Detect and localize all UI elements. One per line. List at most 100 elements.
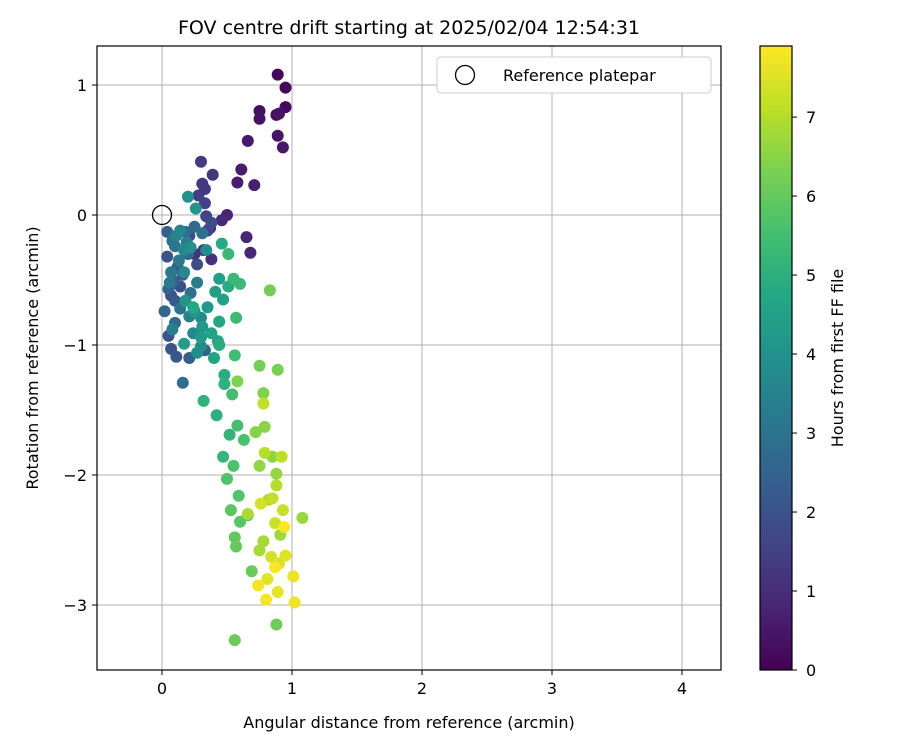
data-point [258, 420, 271, 433]
data-point [230, 311, 243, 324]
data-point [198, 197, 211, 210]
data-point [276, 504, 289, 517]
data-point [240, 231, 253, 244]
colorbar-tick-label: 2 [806, 503, 816, 522]
chart-title: FOV centre drift starting at 2025/02/04 … [178, 17, 640, 39]
colorbar-ticks: 0 1 2 3 4 5 6 7 [792, 108, 816, 680]
x-tick-label: 2 [417, 679, 427, 698]
data-point [223, 428, 236, 441]
data-point [226, 388, 239, 401]
data-point [195, 331, 207, 344]
data-point [257, 387, 270, 400]
data-point [270, 479, 283, 492]
data-point [213, 315, 226, 328]
data-point [191, 276, 204, 289]
y-tick-label: −1 [63, 336, 87, 355]
data-point [228, 634, 241, 647]
y-tick-label: −2 [63, 466, 87, 485]
data-point [172, 254, 185, 267]
data-point [222, 248, 235, 260]
data-point [260, 593, 272, 606]
data-point [241, 134, 254, 147]
data-point [231, 176, 244, 189]
data-point [221, 472, 233, 485]
legend: Reference platepar [436, 56, 712, 94]
data-point [208, 352, 220, 364]
colorbar-tick-label: 4 [806, 345, 816, 364]
data-point [232, 489, 245, 502]
x-axis-label: Angular distance from reference (arcmin) [243, 713, 574, 732]
colorbar-tick-label: 6 [806, 187, 816, 206]
data-point [170, 350, 183, 363]
data-point [213, 272, 226, 285]
data-point [166, 323, 179, 336]
data-point [228, 349, 241, 362]
data-point [178, 337, 191, 350]
colorbar-tick-label: 7 [806, 108, 816, 127]
data-point [213, 339, 226, 351]
data-point [231, 419, 244, 432]
data-point [189, 202, 202, 215]
data-points [158, 68, 309, 647]
data-point [235, 163, 248, 176]
data-point [296, 511, 309, 524]
data-point [241, 508, 254, 520]
x-tick-label: 4 [677, 679, 687, 698]
data-point [269, 561, 282, 574]
reference-marker [151, 204, 173, 226]
data-point [205, 253, 218, 266]
legend-box [436, 56, 712, 94]
data-point [217, 293, 230, 306]
data-point [271, 129, 284, 142]
data-point [231, 375, 244, 388]
data-point [271, 586, 284, 598]
data-point [275, 450, 288, 463]
reference-platepar-marker [151, 204, 173, 226]
data-point [261, 573, 274, 585]
data-point [176, 376, 189, 389]
data-point [224, 504, 237, 517]
data-point [191, 258, 204, 271]
data-point [253, 459, 266, 472]
data-point [182, 190, 194, 203]
data-point [288, 596, 301, 609]
legend-marker [454, 64, 476, 86]
data-point [169, 240, 181, 253]
data-point [174, 224, 187, 237]
data-point [196, 320, 209, 333]
data-point [218, 378, 231, 390]
colorbar-tick-label: 3 [806, 424, 816, 443]
data-point [218, 368, 231, 381]
data-point [237, 433, 250, 446]
data-point [271, 68, 284, 81]
data-point [217, 450, 230, 463]
data-point [253, 112, 266, 125]
data-point [191, 346, 204, 359]
plot-frame [96, 45, 722, 671]
data-point [269, 517, 282, 530]
x-tick-label: 1 [287, 679, 297, 698]
data-point [184, 241, 197, 254]
data-point [245, 565, 258, 578]
data-point [215, 214, 228, 227]
y-axis-ticks: −3 −2 −1 0 1 [63, 76, 97, 615]
data-point [253, 544, 266, 557]
data-point [258, 446, 271, 459]
data-point [206, 168, 219, 181]
data-point [287, 570, 300, 583]
data-point [249, 426, 262, 439]
data-point [234, 277, 246, 290]
x-tick-label: 3 [547, 679, 557, 698]
data-point [178, 266, 191, 279]
data-point [253, 359, 266, 372]
data-point [158, 305, 171, 318]
data-point [276, 141, 289, 154]
data-point [195, 155, 207, 168]
x-axis-ticks: 0 1 2 3 4 [157, 670, 687, 698]
data-point [248, 179, 261, 192]
colorbar-tick-label: 1 [806, 582, 816, 601]
data-point [263, 284, 276, 297]
data-point [200, 244, 213, 257]
